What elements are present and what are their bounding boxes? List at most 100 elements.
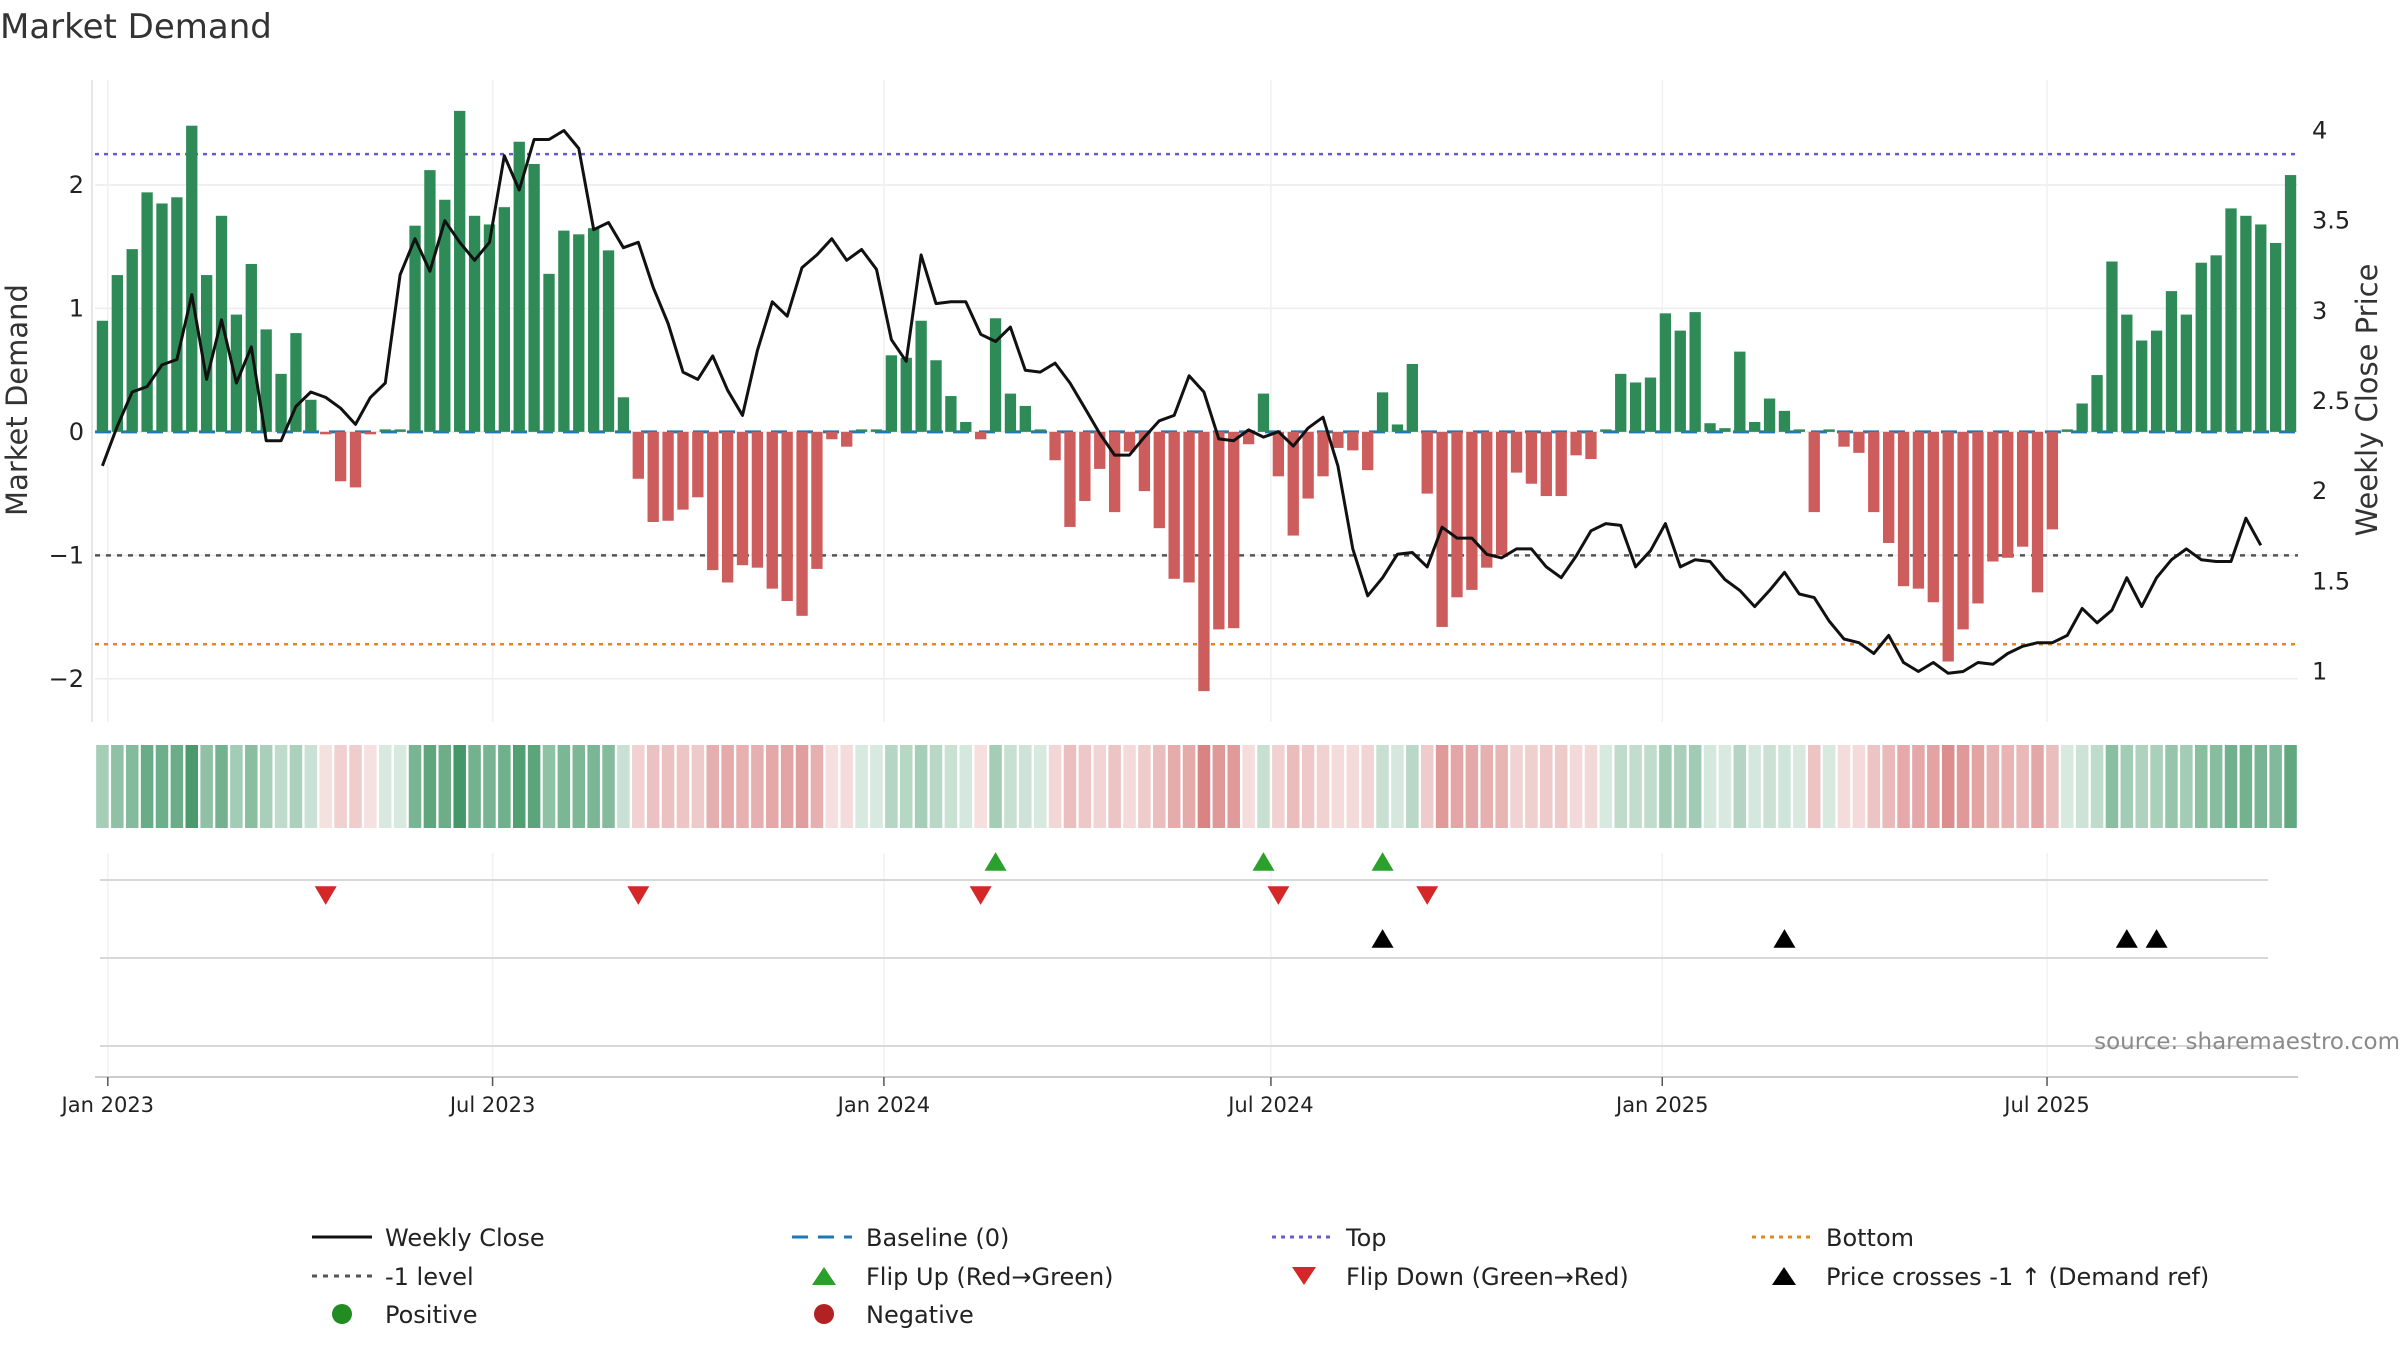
heat-cell (572, 745, 586, 828)
heat-cell (1614, 745, 1627, 828)
heat-cell (914, 745, 928, 828)
demand-bar (721, 431, 734, 583)
heat-cell (2046, 745, 2059, 828)
demand-bar (1049, 431, 1061, 461)
demand-bar (573, 234, 585, 432)
heat-cell (170, 745, 184, 828)
demand-bar (394, 429, 406, 432)
demand-bar (1972, 431, 1984, 604)
demand-bar (156, 203, 168, 432)
demand-bar (1585, 431, 1597, 460)
left-tick-label: 0 (69, 418, 84, 446)
heat-cell (2269, 745, 2282, 828)
heat-cell (632, 745, 645, 828)
demand-bar (1674, 330, 1686, 432)
heat-cell (1435, 745, 1449, 828)
demand-bar (1034, 429, 1046, 432)
heat-cell (1391, 745, 1404, 828)
heat-cell (1748, 745, 1761, 828)
legend-item-price-cross: Price crosses -1 ↑ (Demand ref) (1772, 1263, 2209, 1291)
demand-bar (1466, 431, 1478, 590)
demand-bar (2255, 224, 2267, 432)
left-axis-label: Market Demand (0, 284, 34, 516)
right-tick-label: 2.5 (2312, 387, 2350, 415)
heat-cell (974, 745, 987, 828)
heat-cell (676, 745, 690, 828)
legend-label-top: Top (1345, 1224, 1387, 1252)
demand-bar (945, 396, 957, 432)
heat-cell (1078, 745, 1092, 828)
demand-bar (662, 431, 674, 521)
demand-bar (1510, 431, 1523, 473)
heat-cell (2031, 745, 2044, 828)
right-tick-label: 3.5 (2312, 207, 2350, 235)
heat-cell (542, 745, 556, 828)
heat-cell (364, 745, 377, 828)
demand-bar (275, 373, 287, 432)
demand-bar (707, 431, 719, 571)
demand-bar (1883, 431, 1895, 543)
heat-cell (1897, 745, 1910, 828)
demand-bar (1659, 313, 1672, 432)
heat-cell (1063, 745, 1077, 828)
demand-bar (1763, 398, 1776, 432)
heat-cell (870, 745, 883, 828)
heat-cell (1301, 745, 1315, 828)
heat-cell (468, 745, 481, 828)
heat-cell (751, 745, 764, 828)
heat-cell (1659, 745, 1672, 828)
demand-bar (2284, 175, 2297, 432)
heat-cell (393, 745, 407, 828)
heat-cell (1376, 745, 1389, 828)
x-tick-label: Jan 2025 (1614, 1093, 1709, 1117)
flip-down-marker (1416, 886, 1439, 905)
demand-bar (1362, 431, 1374, 471)
heat-cell (1272, 745, 1285, 828)
demand-bar (2270, 242, 2282, 432)
demand-bar (1555, 431, 1567, 497)
demand-bar (1094, 431, 1106, 469)
heat-cell (155, 745, 169, 828)
demand-bar (2136, 340, 2148, 432)
right-axis-label: Weekly Close Price (2350, 264, 2384, 537)
demand-bars (96, 110, 2297, 692)
heat-cell (96, 745, 109, 828)
legend-item-flip-down: Flip Down (Green→Red) (1292, 1263, 1629, 1291)
demand-bar (1108, 431, 1121, 513)
demand-bar (1168, 431, 1180, 579)
negative-dot-icon (814, 1304, 834, 1324)
demand-bar (2046, 431, 2059, 530)
heat-cell (736, 745, 749, 828)
legend-item-weekly-close: Weekly Close (312, 1224, 545, 1252)
heat-cell (1822, 745, 1836, 828)
demand-bar (841, 431, 853, 447)
demand-bar (855, 429, 868, 432)
heat-cell (766, 745, 779, 828)
heat-cell (245, 745, 258, 828)
demand-bar (1198, 431, 1210, 692)
legend-item-negative: Negative (814, 1301, 974, 1329)
demand-bar (736, 431, 749, 566)
demand-bar (1525, 431, 1538, 484)
demand-bar (1257, 393, 1270, 432)
heat-cell (1182, 745, 1196, 828)
demand-bar (885, 355, 898, 432)
demand-bar (1481, 431, 1493, 568)
heat-cell (2075, 745, 2089, 828)
heat-cell (899, 745, 913, 828)
heat-cell (259, 745, 273, 828)
price-cross-icon (1772, 1267, 1796, 1285)
legend-item-top: Top (1272, 1224, 1387, 1252)
x-tick-label: Jan 2024 (836, 1093, 931, 1117)
legend-item-baseline: Baseline (0) (792, 1224, 1009, 1252)
heat-cell (885, 745, 898, 828)
heat-cell (1629, 745, 1642, 828)
heat-cell (1346, 745, 1360, 828)
heat-cell (483, 745, 496, 828)
heat-cell (215, 745, 228, 828)
flip-up-marker (1371, 852, 1394, 871)
demand-bar (364, 431, 377, 435)
demand-bar (1153, 431, 1165, 529)
heat-cell (1540, 745, 1553, 828)
demand-bar (1853, 431, 1865, 453)
